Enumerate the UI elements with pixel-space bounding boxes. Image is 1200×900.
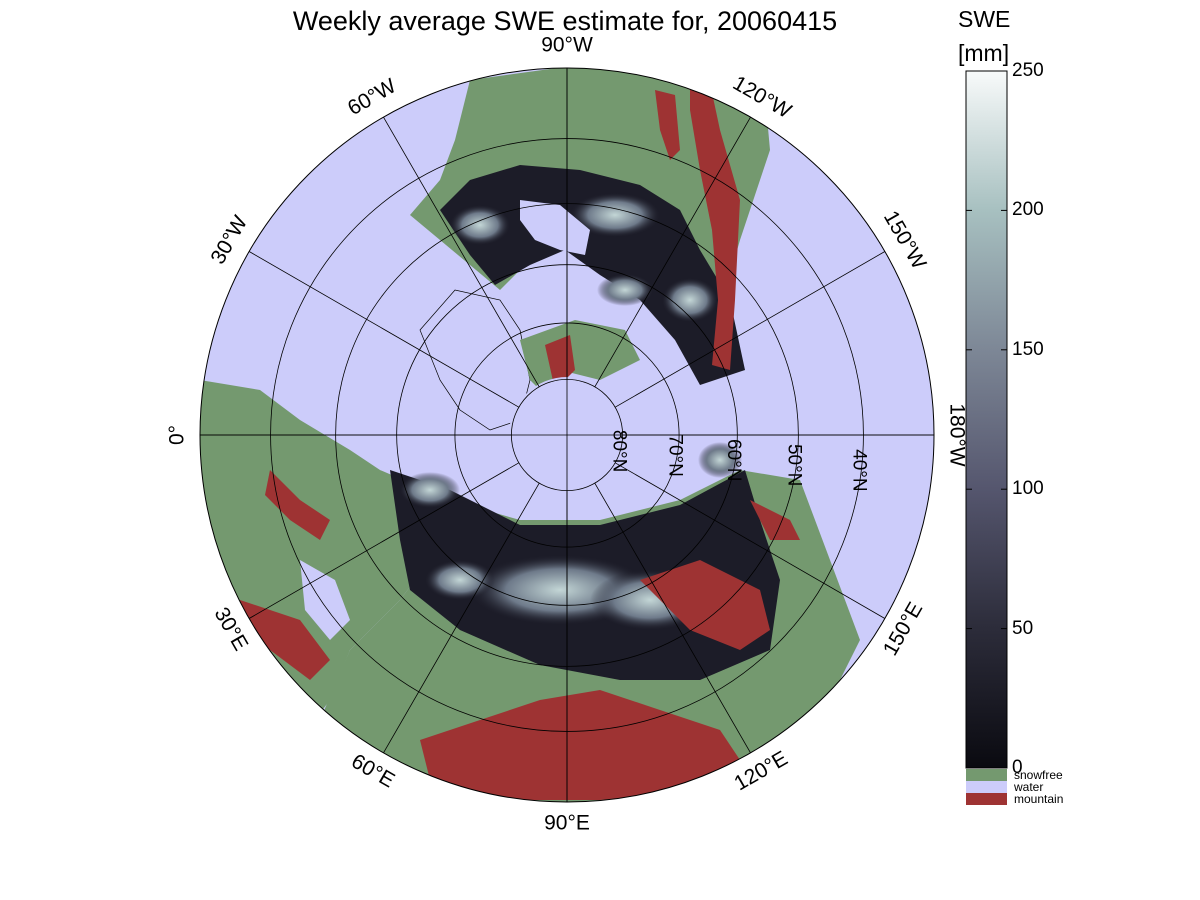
latitude-label: 80°N [608, 430, 629, 472]
meridian-line [594, 482, 751, 754]
asia-snow-deep [698, 442, 742, 478]
north-america-snow [440, 165, 745, 385]
graticule [200, 68, 934, 802]
west-mountains [655, 90, 680, 160]
colorbar-tick-label: 0 [1012, 757, 1023, 778]
longitude-label: 0° [166, 425, 189, 445]
meridian-line [614, 462, 886, 619]
colorbar-tick-label: 250 [1012, 60, 1044, 81]
legend-label-mountain: mountain [1014, 792, 1064, 806]
asia-mountains [420, 690, 740, 800]
north-america-snow-deep [597, 274, 653, 306]
east-siberia-mountains [640, 560, 770, 650]
colorbar-ticks [966, 70, 1007, 769]
meridian-line [383, 116, 540, 388]
north-america-snow-deep [662, 278, 718, 322]
map-boundary [199, 67, 935, 803]
colorbar-tick-label: 150 [1012, 338, 1044, 360]
meridian-line [248, 251, 520, 408]
colorbar-tick-label: 100 [1012, 478, 1044, 500]
colorbar-unit: [mm] [958, 40, 1010, 66]
longitude-label: 90°W [541, 34, 593, 57]
latitude-label: 50°N [784, 444, 805, 486]
asia-snow-deep [400, 472, 460, 508]
colorbar-gradient [965, 70, 1008, 769]
legend-swatch-snowfree [966, 769, 1007, 781]
meridian-line [614, 251, 886, 408]
latitude-label: 70°N [665, 434, 686, 476]
legend-label-water: water [1014, 780, 1044, 794]
hudson-bay [520, 200, 590, 255]
colorbar-title: SWE [958, 6, 1011, 32]
legend-label-snowfree: snowfree [1014, 768, 1063, 782]
scandinavia-mountains [265, 470, 330, 540]
north-america-snow-deep [570, 193, 660, 237]
asia-snow-deep [425, 560, 495, 600]
rocky-mountains [690, 68, 740, 370]
longitude-label: 180°W [945, 403, 968, 466]
colorbar-tick-label: 200 [1012, 199, 1044, 221]
legend-swatch-mountain [966, 793, 1007, 805]
legend-swatch-water [966, 781, 1007, 793]
meridian-line [594, 116, 751, 388]
longitude-label: 90°E [544, 812, 590, 835]
meridian-line [383, 482, 540, 754]
east-asia-mountains [750, 500, 800, 540]
baltic-sea [300, 560, 350, 640]
latitude-label: 40°N [848, 449, 869, 491]
arctic-archipelago [520, 320, 640, 395]
alps-mountains [235, 600, 330, 680]
latitude-label: 60°N [723, 439, 744, 481]
ellesmere-mountain [545, 335, 575, 390]
colorbar-tick-label: 50 [1012, 617, 1034, 639]
meridian-line [248, 462, 520, 619]
north-america-snow-deep [450, 205, 510, 245]
map-title: Weekly average SWE estimate for, 2006041… [292, 6, 838, 36]
